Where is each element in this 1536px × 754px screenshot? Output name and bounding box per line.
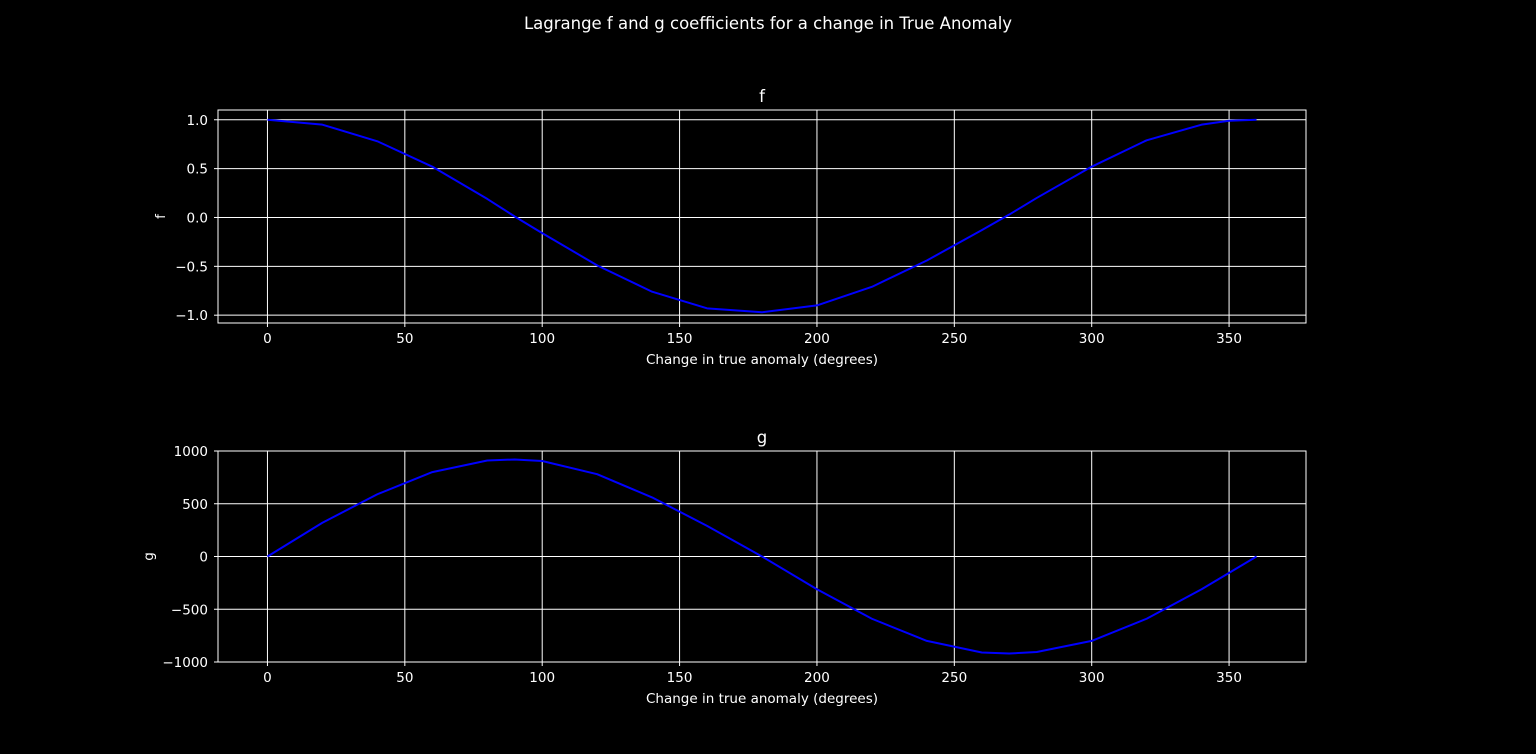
subplot-f-x-axis-label: Change in true anomaly (degrees) — [646, 352, 878, 368]
subplot-g-x-tick-label: 150 — [667, 670, 693, 686]
subplot-f-x-tick-label: 300 — [1079, 331, 1105, 347]
subplot-f-y-tick-label: 1.0 — [187, 113, 208, 129]
subplot-g-x-tick-label: 0 — [263, 670, 272, 686]
subplot-f-x-tick-label: 350 — [1216, 331, 1242, 347]
subplot-g-series-line — [266, 458, 1258, 655]
subplot-f-y-tick-label: 0.0 — [187, 210, 208, 226]
subplot-f-x-tick-label: 250 — [941, 331, 967, 347]
subplot-f-x-tick-label: 100 — [529, 331, 555, 347]
subplot-f-series-line — [267, 118, 1257, 314]
subplot-f-x-tick-label: 50 — [396, 331, 413, 347]
subplot-g-y-tick-label: 0 — [199, 550, 208, 566]
subplot-g-y-tick-label: −1000 — [162, 655, 208, 671]
subplot-g-x-tick-label: 50 — [396, 670, 413, 686]
subplot-g-x-tick-label: 350 — [1216, 670, 1242, 686]
subplot-f-y-tick-label: −0.5 — [175, 259, 208, 275]
subplot-f-title: f — [759, 87, 766, 106]
subplot-g-y-tick-label: −500 — [171, 602, 208, 618]
subplot-g-x-tick-label: 100 — [529, 670, 555, 686]
subplot-g: 0 50 100 150 200 250 300 350 −1000 −500 0 500 1000 g C… — [141, 428, 1307, 707]
subplot-g-y-tick-label: 500 — [182, 497, 208, 513]
figure-title: Lagrange f and g coefficients for a chan… — [524, 14, 1012, 33]
subplot-g-y-tick-label: 1000 — [174, 444, 208, 460]
subplot-g-y-axis-label: g — [141, 552, 157, 561]
subplot-f-y-tick-label: −1.0 — [175, 308, 208, 324]
subplot-g-x-axis-label: Change in true anomaly (degrees) — [646, 691, 878, 707]
subplot-f-x-tick-label: 200 — [804, 331, 830, 347]
subplot-f: 0 50 100 150 200 250 300 350 −1.0 −0.5 0.0 0.5 1.0 f C… — [153, 87, 1307, 368]
subplot-f-x-tick-label: 150 — [667, 331, 693, 347]
subplot-g-x-tick-label: 200 — [804, 670, 830, 686]
subplot-f-y-axis-label: f — [153, 213, 169, 219]
subplot-g-x-tick-label: 300 — [1079, 670, 1105, 686]
subplot-g-title: g — [757, 428, 767, 447]
subplot-g-x-tick-label: 250 — [941, 670, 967, 686]
subplot-f-y-tick-label: 0.5 — [187, 162, 208, 178]
subplot-f-x-tick-label: 0 — [263, 331, 272, 347]
subplot-f-frame — [217, 109, 1307, 324]
subplot-f-plot-area — [218, 110, 1306, 323]
